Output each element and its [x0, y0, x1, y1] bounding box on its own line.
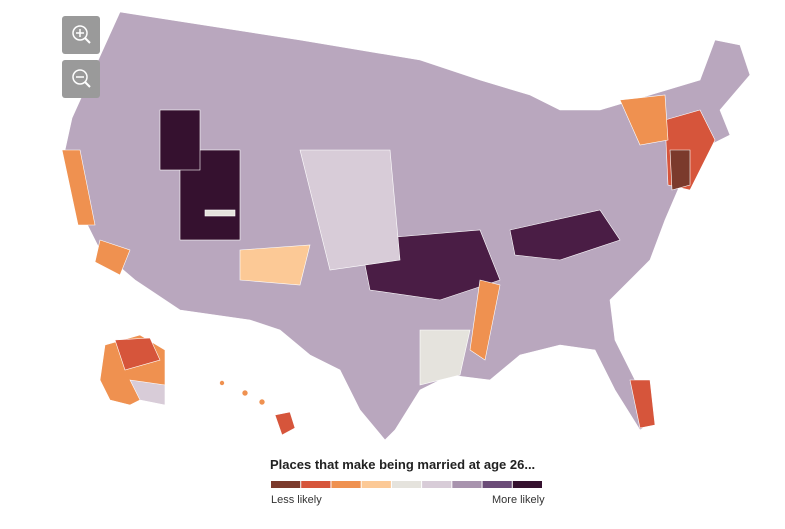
zoom-in-button[interactable]: [62, 16, 100, 54]
legend-swatch: [391, 481, 422, 488]
lower-48: [64, 11, 751, 441]
region: [61, 149, 96, 226]
legend-swatch: [331, 481, 361, 488]
region: [94, 239, 131, 276]
region: [629, 379, 656, 429]
region: [299, 149, 401, 271]
legend-swatch: [271, 481, 301, 488]
legend-swatch: [512, 481, 542, 488]
region: [129, 379, 166, 406]
legend-low-label: Less likely: [271, 494, 322, 506]
region: [469, 279, 501, 361]
zoom-in-icon: [72, 25, 91, 44]
region: [239, 244, 311, 286]
region: [669, 149, 691, 191]
legend-swatch: [422, 481, 452, 488]
legend-swatch: [301, 481, 331, 488]
legend-swatch: [361, 481, 391, 488]
region: [619, 94, 669, 146]
region: [114, 337, 161, 371]
hawaii: [258, 398, 266, 406]
legend-scale: [271, 481, 542, 488]
legend-title: Places that make being married at age 26…: [270, 457, 536, 472]
zoom-out-button[interactable]: [62, 60, 100, 98]
hawaii: [241, 389, 249, 397]
hawaii: [219, 380, 225, 386]
region: [159, 109, 201, 171]
legend-high-label: More likely: [492, 494, 545, 506]
region: [419, 329, 471, 386]
hawaii: [274, 411, 296, 436]
zoom-out-icon: [72, 69, 91, 88]
legend-swatch: [482, 481, 512, 488]
legend-swatch: [452, 481, 482, 488]
region: [204, 209, 236, 217]
region: [509, 209, 621, 261]
